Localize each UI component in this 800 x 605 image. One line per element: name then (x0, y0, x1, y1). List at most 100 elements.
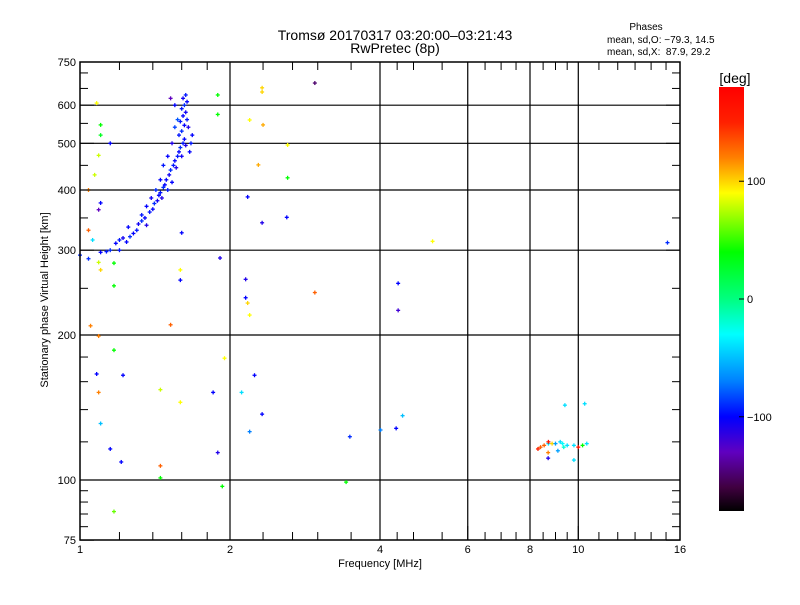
data-point (90, 237, 95, 242)
data-point (96, 334, 101, 339)
data-point (394, 426, 399, 431)
x-tick-label: 4 (377, 544, 383, 556)
data-point (168, 96, 173, 101)
colorbar-label: [deg] (719, 70, 750, 86)
data-point (113, 241, 118, 246)
data-point (175, 154, 180, 159)
data-point (182, 137, 187, 142)
data-point (161, 185, 166, 190)
data-point (178, 119, 183, 124)
data-point (178, 278, 183, 283)
data-point (111, 348, 116, 353)
data-point (111, 283, 116, 288)
stats-heading: Phases (629, 22, 662, 33)
data-point (344, 480, 349, 485)
data-point (181, 96, 186, 101)
data-point (190, 133, 195, 138)
data-point (561, 445, 566, 450)
data-point (176, 149, 181, 154)
data-point (188, 141, 193, 146)
data-point (186, 125, 191, 130)
data-point (261, 122, 266, 127)
data-point (222, 356, 227, 361)
stats-o-mode: mean, sd,O: −79.3, 14.5 (607, 35, 715, 46)
data-point (584, 441, 589, 446)
data-point (396, 281, 401, 286)
data-point (111, 261, 116, 266)
grid-lines (80, 62, 680, 540)
x-tick-label: 1 (77, 544, 83, 556)
y-tick-label: 300 (58, 245, 76, 257)
data-point (96, 260, 101, 265)
data-point (172, 158, 177, 163)
data-point (430, 239, 435, 244)
data-point (170, 141, 175, 146)
data-point (396, 308, 401, 313)
data-point (243, 277, 248, 282)
data-point (159, 195, 164, 200)
data-point (260, 90, 265, 95)
y-tick-label: 400 (58, 185, 76, 197)
colorbar-tick-label: 100 (747, 176, 765, 188)
chart-subtitle: RwPretec (8p) (350, 40, 439, 56)
data-point (94, 101, 99, 106)
data-point (187, 149, 192, 154)
data-point (550, 441, 555, 446)
data-point (104, 249, 109, 254)
data-point (560, 441, 565, 446)
y-tick-label: 500 (58, 138, 76, 150)
colorbar-tick-label: −100 (747, 412, 772, 424)
data-point (171, 163, 176, 168)
data-point (174, 165, 179, 170)
data-point (94, 371, 99, 376)
data-point (139, 212, 144, 217)
chart-title: Tromsø 20170317 03:20:00–03:21:43 (278, 27, 513, 43)
data-point (183, 143, 188, 148)
data-point (535, 446, 540, 451)
data-point (182, 103, 187, 108)
data-point (400, 413, 405, 418)
data-point (170, 180, 175, 185)
data-point (144, 223, 149, 228)
data-point (165, 188, 170, 192)
data-point (96, 390, 101, 395)
y-axis-label: Stationary phase Virtual Height [km] (39, 212, 51, 387)
data-point (144, 204, 149, 209)
data-point (139, 218, 144, 223)
data-point (546, 450, 551, 455)
data-point (665, 240, 670, 245)
data-point (571, 458, 576, 463)
x-tick-label: 16 (674, 544, 686, 556)
data-point (347, 434, 352, 439)
data-point (155, 198, 160, 203)
data-point (218, 255, 223, 260)
data-point (142, 215, 147, 220)
data-point (284, 215, 289, 220)
data-point (117, 248, 122, 253)
data-point (260, 85, 265, 90)
colorbar-ticks: 100 0 −100 (739, 176, 772, 424)
y-tick-label: 100 (58, 475, 76, 487)
data-point (98, 122, 103, 127)
data-point (111, 509, 116, 514)
y-tick-label: 750 (58, 57, 76, 69)
data-point (98, 267, 103, 272)
data-point (245, 194, 250, 199)
data-point (247, 117, 252, 122)
data-point (215, 112, 220, 117)
data-point (181, 113, 186, 118)
data-point (172, 103, 177, 108)
data-point (162, 182, 167, 187)
data-point (175, 117, 180, 122)
data-point (178, 145, 183, 150)
data-point (178, 267, 183, 272)
data-point (158, 190, 163, 195)
data-point (126, 225, 131, 230)
data-point (153, 188, 158, 192)
data-point (582, 401, 587, 406)
data-point (119, 459, 124, 464)
data-point (131, 231, 136, 236)
data-point (555, 448, 560, 453)
data-point (158, 463, 163, 468)
